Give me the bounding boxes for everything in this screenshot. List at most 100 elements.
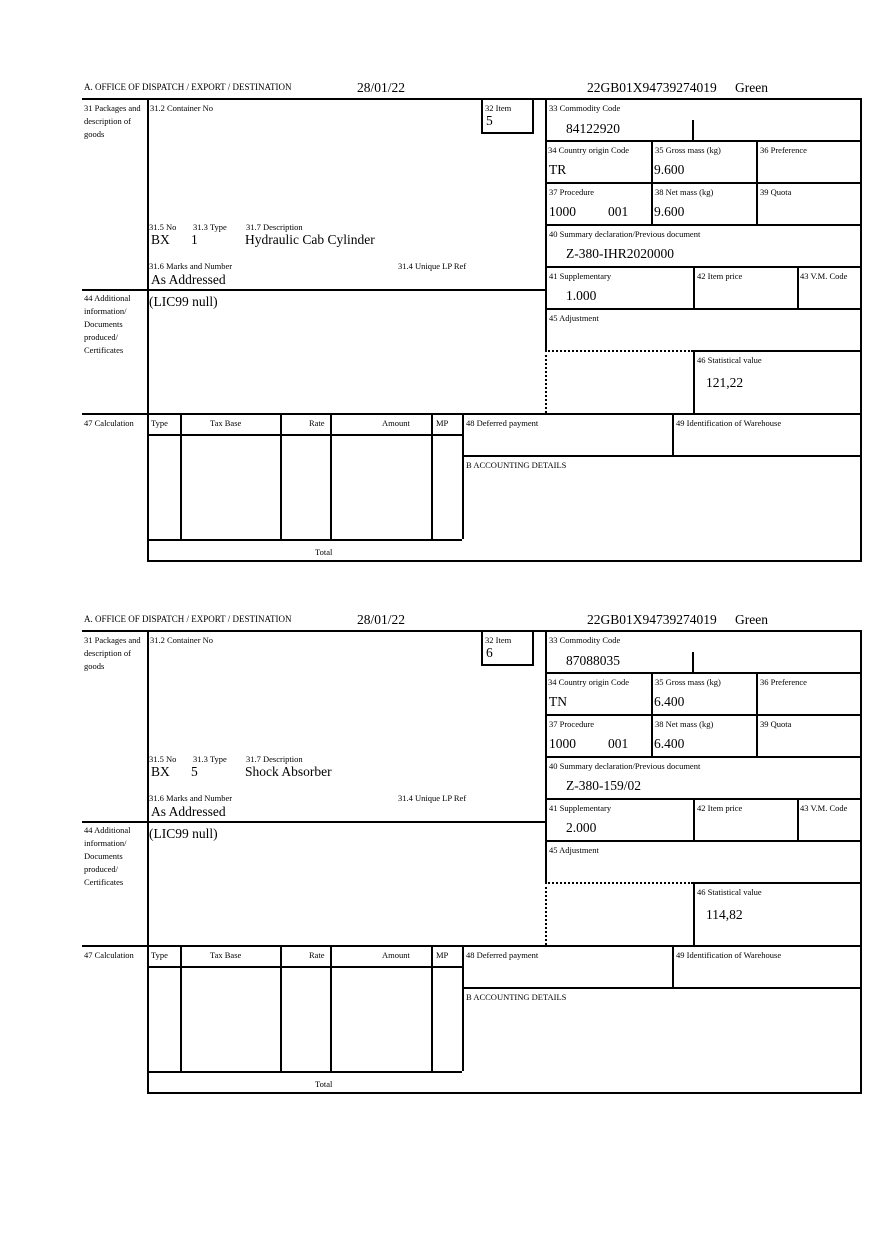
divider [545,672,862,674]
divider [462,987,862,989]
additional-info-value: (LIC99 null) [149,294,218,309]
country-origin-value: TR [549,162,567,177]
gross-mass-label: 35 Gross mass (kg) [655,145,721,155]
calculation-label: 47 Calculation [84,950,134,960]
calc-amount-header: Amount [382,418,410,428]
vm-code-label: 43 V.M. Code [800,271,848,281]
quota-label: 39 Quota [760,719,792,729]
divider [797,266,799,308]
container-no-label: 31.2 Container No [150,103,214,113]
divider [532,98,534,133]
statistical-value: 121,22 [706,375,744,390]
divider [481,630,483,665]
divider [693,882,862,884]
divider [693,350,695,413]
warehouse-id-label: 49 Identification of Warehouse [676,950,782,960]
container-no-label: 31.2 Container No [150,635,214,645]
divider [545,140,862,142]
divider [147,560,862,562]
calc-tax-base-header: Tax Base [210,418,242,428]
adjustment-label: 45 Adjustment [549,313,599,323]
description-value: Hydraulic Cab Cylinder [245,232,375,247]
declaration-date: 28/01/22 [357,80,406,95]
description-value: Shock Absorber [245,764,332,779]
pkg-no-value: BX [151,764,170,779]
divider [82,98,862,100]
divider [756,140,758,224]
description-label: 31.7 Description [246,754,303,764]
deferred-payment-label: 48 Deferred payment [466,418,539,428]
unique-lp-ref-label: 31.4 Unique LP Ref [398,261,467,271]
item-declaration-block: A. OFFICE OF DISPATCH / EXPORT / DESTINA… [0,76,882,562]
adjustment-label: 45 Adjustment [549,845,599,855]
item-price-label: 42 Item price [697,803,743,813]
route-status: Green [735,612,768,627]
divider [462,945,464,1071]
calc-total-label: Total [315,547,333,557]
net-mass-value: 6.400 [654,736,685,751]
calc-type-header: Type [151,418,168,428]
divider [82,821,545,823]
commodity-code-value: 87088035 [566,653,620,668]
divider [147,539,462,541]
divider [693,266,695,308]
pkg-type-label: 31.3 Type [193,222,227,232]
divider [280,945,282,1071]
pkg-no-label: 31.5 No [149,754,177,764]
item-price-label: 42 Item price [697,271,743,281]
net-mass-label: 38 Net mass (kg) [655,187,714,197]
divider [545,756,862,758]
calc-type-header: Type [151,950,168,960]
pkg-no-label: 31.5 No [149,222,177,232]
commodity-code-label: 33 Commodity Code [549,635,621,645]
divider [545,224,862,226]
divider [797,798,799,840]
route-status: Green [735,80,768,95]
supplementary-label: 41 Supplementary [549,803,612,813]
divider [431,945,433,1071]
divider [756,672,758,756]
marks-value: As Addressed [151,804,226,819]
dotted-divider [545,350,547,413]
deferred-payment-label: 48 Deferred payment [466,950,539,960]
pkg-type-label: 31.3 Type [193,754,227,764]
divider [545,308,862,310]
calc-mp-header: MP [436,418,449,428]
procedure-extra-value: 001 [608,204,629,219]
description-label: 31.7 Description [246,222,303,232]
additional-info-label: 44 Additional information/ Documents pro… [84,825,131,887]
country-origin-label: 34 Country origin Code [548,677,629,687]
divider [180,945,182,1071]
calculation-label: 47 Calculation [84,418,134,428]
divider [532,630,534,665]
statistical-value-label: 46 Statistical value [697,355,762,365]
calc-mp-header: MP [436,950,449,960]
divider [545,182,862,184]
preference-label: 36 Preference [760,677,807,687]
net-mass-label: 38 Net mass (kg) [655,719,714,729]
vm-code-label: 43 V.M. Code [800,803,848,813]
divider [147,630,149,1093]
summary-declaration-label: 40 Summary declaration/Previous document [549,229,701,239]
divider [672,413,674,455]
gross-mass-value: 6.400 [654,694,685,709]
divider [693,798,695,840]
divider [82,945,862,947]
item-label: 32 Item [485,103,512,113]
divider [330,413,332,539]
divider [545,266,862,268]
divider [82,289,545,291]
procedure-extra-value: 001 [608,736,629,751]
divider [147,1071,462,1073]
divider [462,413,464,539]
calc-rate-header: Rate [309,950,325,960]
supplementary-value: 1.000 [566,288,597,303]
item-number: 6 [486,645,493,660]
divider [692,652,694,672]
divider [147,98,149,561]
divider [147,1092,862,1094]
supplementary-value: 2.000 [566,820,597,835]
packages-label: 31 Packages and description of goods [84,635,141,671]
net-mass-value: 9.600 [654,204,685,219]
dotted-divider [545,882,693,884]
